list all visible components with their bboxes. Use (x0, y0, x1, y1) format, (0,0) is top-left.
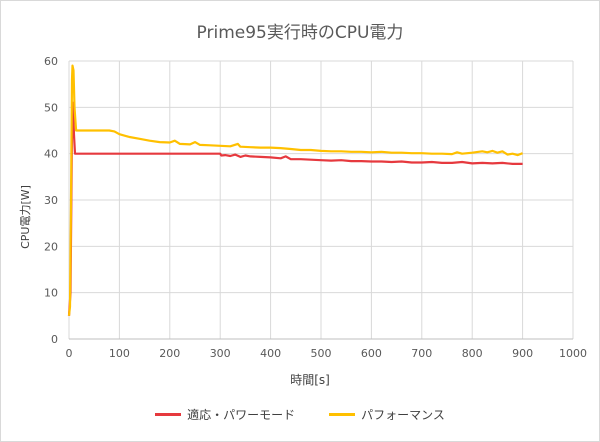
x-tick-label: 100 (109, 347, 130, 360)
gridlines (68, 60, 574, 340)
x-tick-label: 900 (512, 347, 533, 360)
x-tick-label: 0 (66, 347, 73, 360)
series-line-2 (67, 64, 523, 316)
x-tick-label: 300 (210, 347, 231, 360)
y-tick-label: 50 (44, 101, 58, 114)
y-tick-label: 0 (51, 333, 58, 346)
x-tick-label: 200 (159, 347, 180, 360)
y-tick-label: 60 (44, 55, 58, 68)
legend-swatch-series-1 (155, 412, 182, 416)
legend: 適応・パワーモード パフォーマンス (0, 404, 600, 424)
legend-label-series-1: 適応・パワーモード (187, 407, 296, 422)
x-tick-label: 600 (361, 347, 382, 360)
legend-item-series-2: パフォーマンス (329, 406, 445, 423)
legend-swatch-series-2 (329, 412, 356, 416)
chart-title: Prime95実行時のCPU電力 (196, 23, 404, 43)
y-tick-label: 20 (44, 240, 58, 253)
legend-item-series-1: 適応・パワーモード (155, 406, 295, 423)
x-tick-label: 500 (311, 347, 332, 360)
series-lines (67, 64, 523, 316)
y-axis-label: CPU電力[W] (19, 185, 32, 249)
x-tick-label: 400 (260, 347, 281, 360)
x-tick-label: 700 (411, 347, 432, 360)
y-axis-ticks: 0 10 20 30 40 50 60 (44, 55, 58, 346)
x-tick-label: 1000 (559, 347, 587, 360)
x-tick-label: 800 (462, 347, 483, 360)
y-tick-label: 30 (44, 194, 58, 207)
series-line-1 (67, 101, 523, 316)
legend-label-series-2: パフォーマンス (361, 407, 445, 422)
y-tick-label: 10 (44, 287, 58, 300)
y-tick-label: 40 (44, 148, 58, 161)
x-axis-ticks: 0 100 200 300 400 500 600 700 800 900 1000 (66, 347, 588, 360)
x-axis-label: 時間[s] (290, 373, 330, 387)
